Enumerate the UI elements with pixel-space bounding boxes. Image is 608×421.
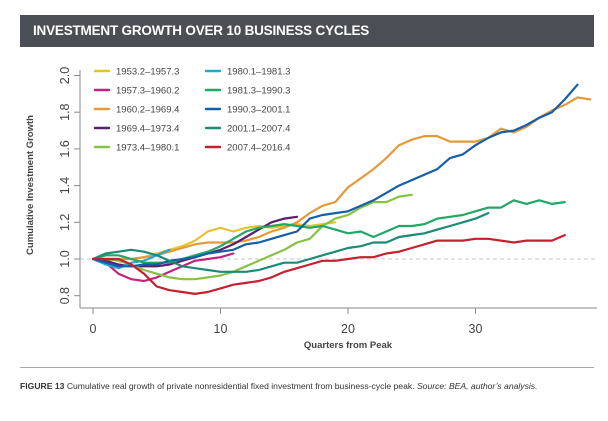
legend-label: 1990.3–2001.1 — [227, 105, 290, 116]
x-tick-label: 20 — [341, 322, 355, 336]
legend-label: 1953.2–1957.3 — [116, 67, 179, 78]
legend-label: 1980.1–1981.3 — [227, 67, 290, 78]
legend-label: 1969.4–1973.4 — [116, 124, 179, 135]
x-axis-label: Quarters from Peak — [304, 340, 393, 351]
figure-label: FIGURE 13 — [20, 381, 65, 391]
chart-title-bar: INVESTMENT GROWTH OVER 10 BUSINESS CYCLE… — [20, 15, 594, 47]
line-chart: 0.8 1.0 1.2 1.4 1.6 1.8 2.0 0 10 20 30 1953.2–1957… — [25, 67, 597, 351]
y-tick-label: 1.8 — [58, 103, 72, 120]
legend-label: 2007.4–2016.4 — [227, 143, 290, 154]
x-tick-label: 0 — [90, 322, 97, 336]
y-tick-label: 1.6 — [58, 140, 72, 157]
legend-label: 1973.4–1980.1 — [116, 143, 179, 154]
y-tick-label: 2.0 — [58, 67, 72, 84]
series-line-2007-4-2016-4 — [91, 234, 566, 295]
legend: 1953.2–1957.3 1957.3–1960.2 1960.2–1969.4 1… — [93, 67, 290, 154]
series-line-1990-3-2001-1 — [91, 83, 579, 268]
caption-source: Source: BEA, author’s analysis. — [416, 381, 538, 391]
y-axis-label: Cumulative Investment Growth — [25, 115, 36, 255]
caption-divider — [20, 367, 594, 368]
figure-caption: FIGURE 13 Cumulative real growth of priv… — [20, 380, 580, 392]
series-line-2001-1-2007-4 — [91, 212, 490, 273]
series-line-1973-4-1980-1 — [91, 193, 413, 281]
series-line-1960-2-1969-4 — [91, 96, 592, 262]
x-tick-label: 10 — [214, 322, 228, 336]
axes: 0.8 1.0 1.2 1.4 1.6 1.8 2.0 0 10 20 30 — [58, 67, 597, 336]
y-tick-label: 1.0 — [58, 250, 72, 267]
y-tick-label: 0.8 — [58, 287, 72, 304]
y-tick-label: 1.2 — [58, 214, 72, 231]
legend-label: 1960.2–1969.4 — [116, 105, 179, 116]
y-tick-label: 1.4 — [58, 177, 72, 194]
x-tick-label: 30 — [469, 322, 483, 336]
chart-title: INVESTMENT GROWTH OVER 10 BUSINESS CYCLE… — [33, 23, 370, 38]
legend-label: 1957.3–1960.2 — [116, 86, 179, 97]
caption-text: Cumulative real growth of private nonres… — [66, 381, 415, 391]
legend-label: 1981.3–1990.3 — [227, 86, 290, 97]
legend-label: 2001.1–2007.4 — [227, 124, 290, 135]
series-lines — [91, 83, 592, 295]
